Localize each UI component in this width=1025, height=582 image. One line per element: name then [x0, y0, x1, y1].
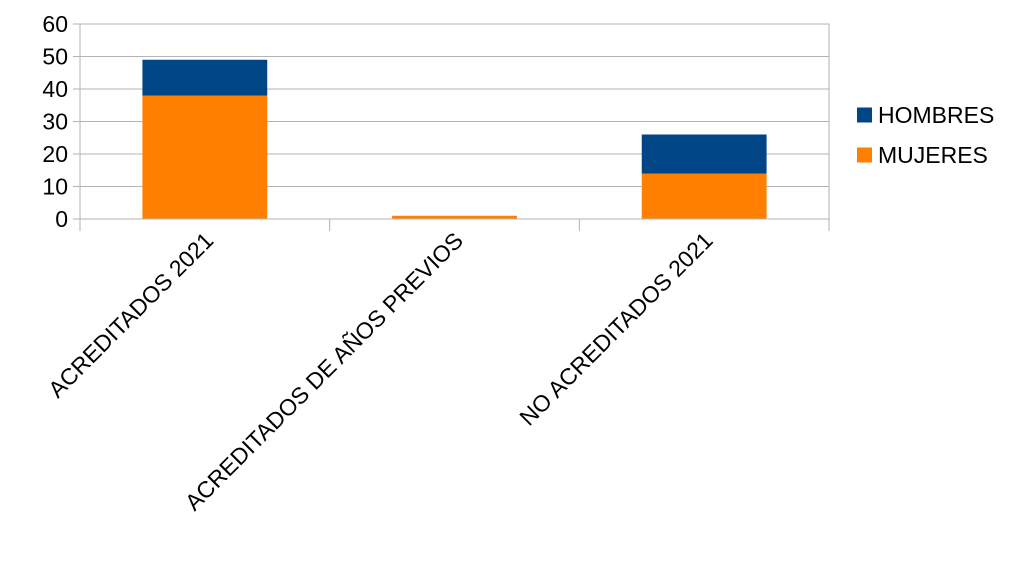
y-tick-label-40: 40 [42, 76, 68, 102]
legend-swatch-mujeres [857, 147, 872, 163]
x-tick-label-no-acreditados-2021: NO ACREDITADOS 2021 [514, 227, 717, 430]
y-tick-label-10: 10 [42, 174, 68, 200]
bar-mujeres-acreditados-2021 [142, 95, 268, 219]
y-tick-label-0: 0 [55, 206, 68, 232]
y-tick-label-30: 30 [42, 109, 68, 135]
legend-swatch-hombres [857, 107, 872, 123]
legend: HOMBRES MUJERES [857, 102, 994, 168]
bar-hombres-no-acreditados-2021 [641, 134, 767, 174]
y-tick-label-60: 60 [42, 11, 68, 37]
legend-label-hombres: HOMBRES [878, 102, 994, 128]
legend-item-mujeres: MUJERES [857, 142, 988, 168]
axes [73, 23, 830, 231]
y-tick-label-50: 50 [42, 44, 68, 70]
legend-item-hombres: HOMBRES [857, 102, 994, 128]
bar-mujeres-no-acreditados-2021 [641, 173, 767, 219]
legend-label-mujeres: MUJERES [878, 142, 988, 168]
x-tick-label-acreditados-2021: ACREDITADOS 2021 [43, 227, 218, 402]
y-axis-tick-labels: 0 10 20 30 40 50 60 [42, 11, 68, 232]
plot-area-border [79, 23, 830, 220]
bar-hombres-acreditados-2021 [142, 59, 268, 96]
bars [142, 59, 767, 219]
bar-mujeres-acreditados-de-anos-previos [392, 215, 517, 219]
x-tick-label-acreditados-de-anos-previos: ACREDITADOS DE AÑOS PREVIOS [180, 227, 468, 515]
y-tick-label-20: 20 [42, 141, 68, 167]
